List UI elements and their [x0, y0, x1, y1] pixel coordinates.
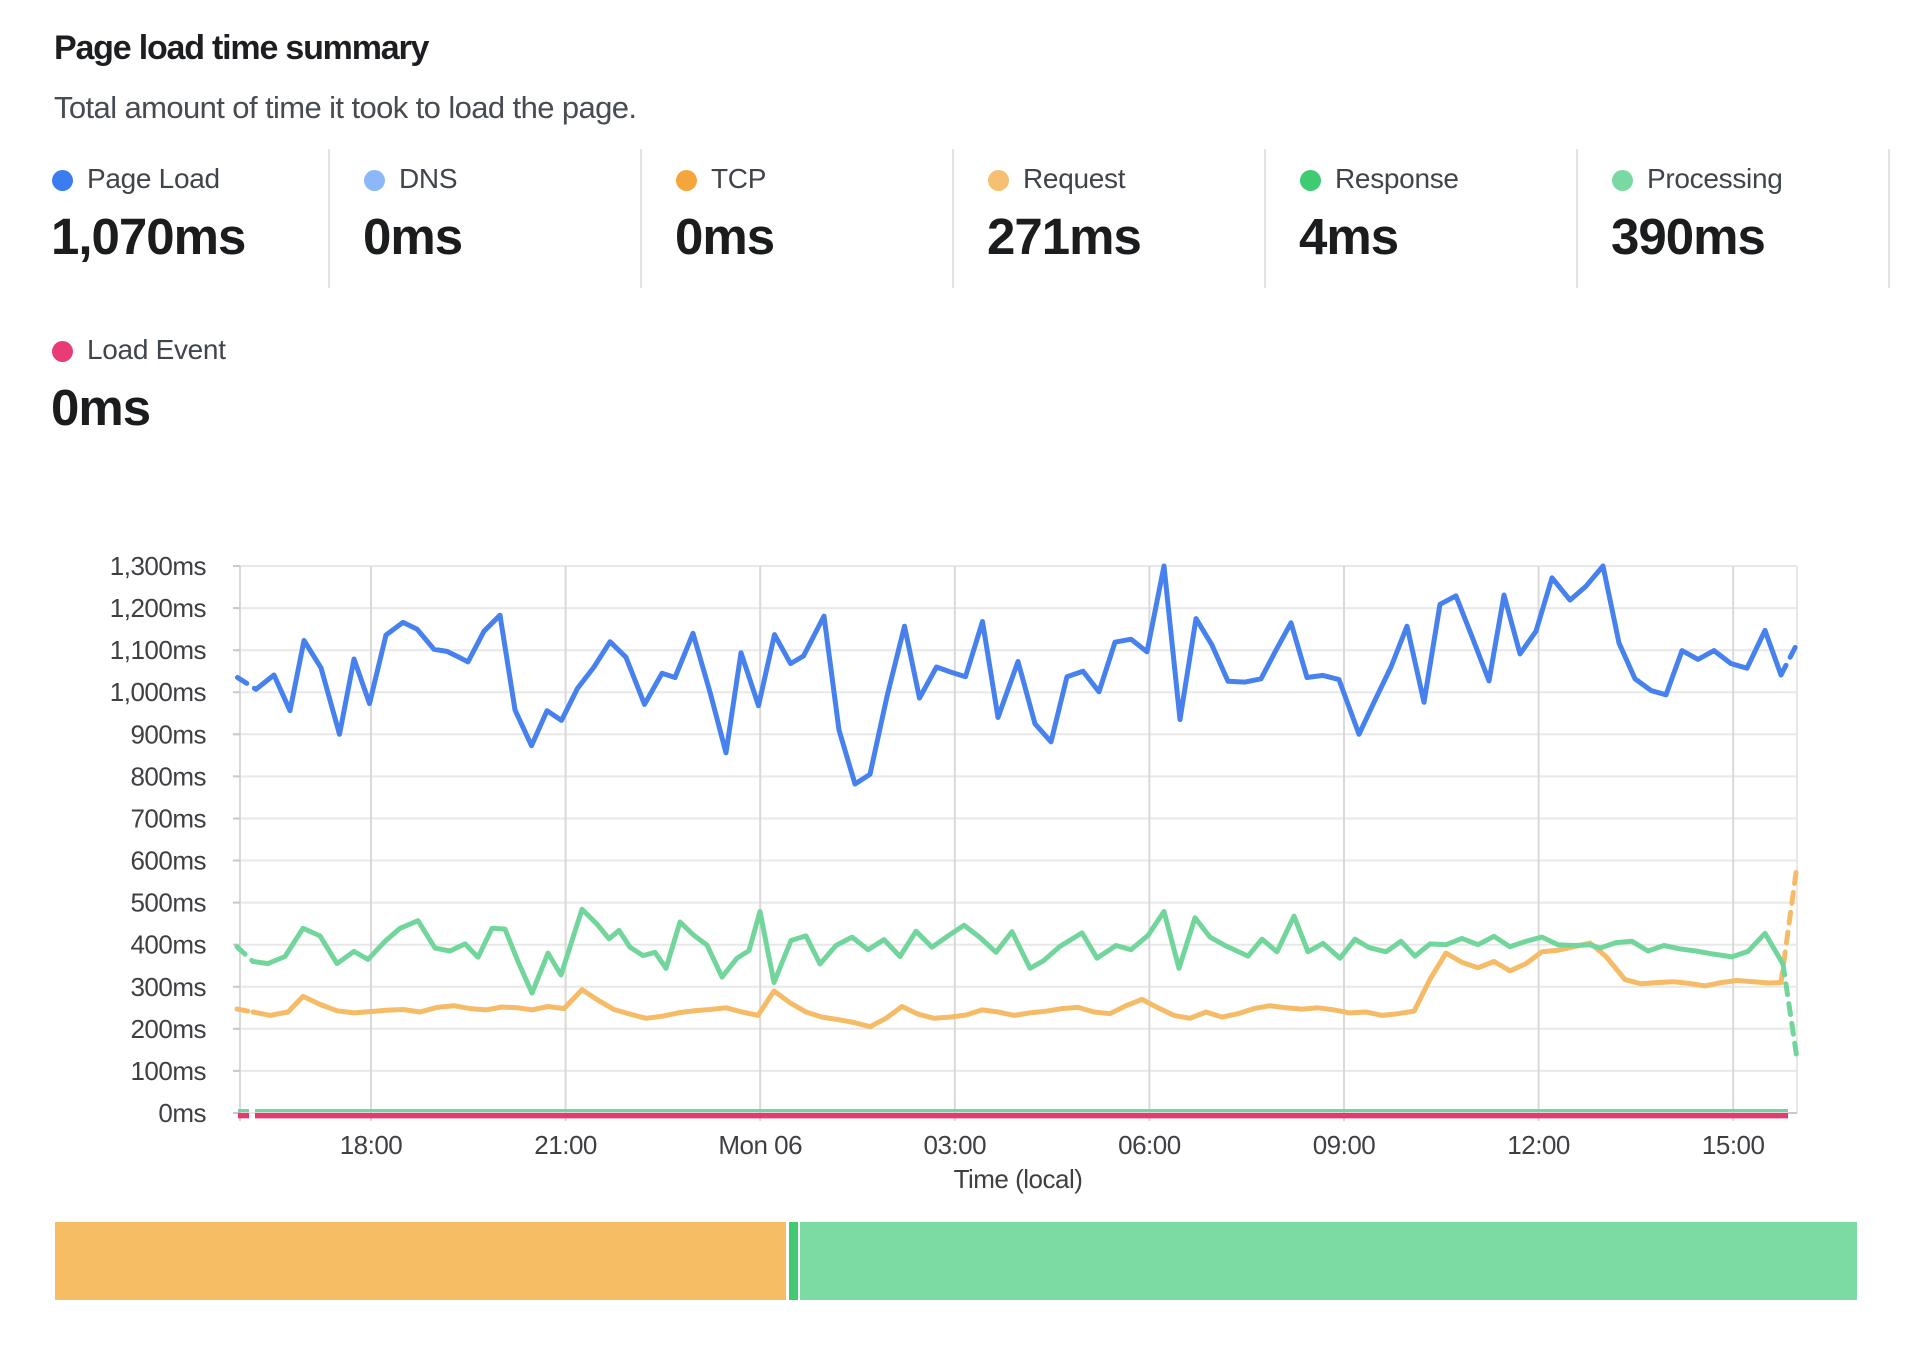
svg-text:0ms: 0ms [158, 1098, 206, 1128]
svg-text:1,000ms: 1,000ms [110, 677, 207, 707]
svg-text:1,200ms: 1,200ms [110, 593, 207, 623]
svg-text:100ms: 100ms [130, 1056, 206, 1086]
svg-text:06:00: 06:00 [1118, 1130, 1181, 1160]
svg-text:600ms: 600ms [130, 846, 206, 876]
svg-text:21:00: 21:00 [534, 1130, 597, 1160]
svg-text:09:00: 09:00 [1313, 1130, 1376, 1160]
svg-text:700ms: 700ms [130, 804, 206, 834]
svg-text:Mon 06: Mon 06 [718, 1130, 802, 1160]
svg-text:12:00: 12:00 [1507, 1130, 1570, 1160]
svg-text:800ms: 800ms [130, 761, 206, 791]
svg-text:1,100ms: 1,100ms [110, 635, 207, 665]
svg-text:200ms: 200ms [130, 1014, 206, 1044]
svg-text:500ms: 500ms [130, 888, 206, 918]
svg-text:03:00: 03:00 [924, 1130, 987, 1160]
svg-text:300ms: 300ms [130, 972, 206, 1002]
svg-text:400ms: 400ms [130, 930, 206, 960]
svg-text:18:00: 18:00 [340, 1130, 403, 1160]
svg-text:1,300ms: 1,300ms [110, 551, 207, 581]
svg-text:Time (local): Time (local) [954, 1164, 1083, 1194]
svg-text:900ms: 900ms [130, 719, 206, 749]
svg-text:15:00: 15:00 [1702, 1130, 1765, 1160]
